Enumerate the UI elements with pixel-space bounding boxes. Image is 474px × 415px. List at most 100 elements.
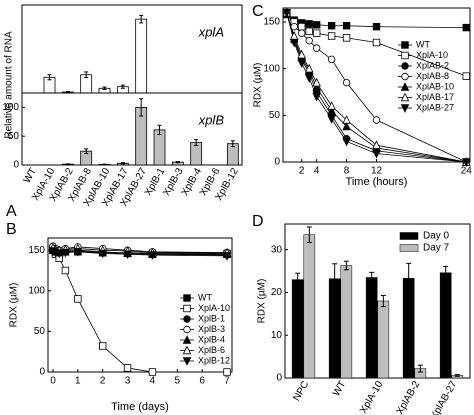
data-point — [312, 82, 321, 92]
y-tick-label: 0 — [13, 160, 19, 171]
data-point — [327, 22, 336, 30]
data-point — [312, 77, 321, 87]
bar — [377, 300, 390, 379]
data-point — [342, 121, 351, 131]
legend-label: XplB-12 — [198, 355, 230, 365]
legend-marker — [400, 82, 410, 91]
legend-label: XplB-3 — [198, 324, 225, 334]
x-tick-label: 0 — [50, 376, 56, 387]
bar — [365, 277, 378, 379]
legend-swatch — [399, 244, 419, 252]
data-point — [342, 115, 351, 124]
data-point — [222, 252, 232, 261]
legend-marker — [183, 325, 191, 334]
legend-label: XplB-4 — [198, 334, 225, 344]
legend-label: XplAB-27 — [416, 102, 454, 112]
data-point — [461, 158, 471, 167]
data-point — [54, 249, 64, 259]
x-tick-label: 7 — [224, 376, 230, 387]
y-tick-label: 50 — [269, 110, 281, 121]
data-point — [342, 34, 351, 42]
y-tick-label: 150 — [263, 17, 280, 28]
bar — [135, 18, 148, 94]
plot-frame — [21, 92, 243, 166]
data-point — [372, 38, 381, 47]
y-tick-label: 0 — [276, 373, 282, 384]
x-tick-label: 4 — [150, 376, 156, 387]
data-point — [342, 22, 351, 30]
bar — [439, 272, 452, 379]
legend-label: WT — [198, 292, 212, 302]
legend-marker — [400, 104, 410, 113]
legend-label: WT — [416, 39, 430, 49]
y-tick-label: 0 — [39, 367, 45, 378]
legend-marker — [183, 315, 191, 323]
data-point — [312, 21, 321, 29]
data-point — [304, 63, 314, 73]
data-point — [298, 29, 306, 37]
legend-marker — [401, 41, 409, 49]
x-tick-label: XplAB-27 — [429, 379, 460, 415]
x-tick-label: 3 — [125, 376, 131, 387]
data-point — [297, 49, 306, 59]
y-tick-label: 30 — [271, 244, 283, 255]
data-point — [297, 22, 306, 31]
data-point — [327, 101, 336, 110]
y-axis-label: RDX (µM) — [9, 283, 20, 328]
legend-marker — [401, 51, 409, 60]
y-tick-label: 0 — [274, 157, 280, 168]
plot-frame — [47, 237, 233, 373]
legend-label: XplB-1 — [198, 313, 225, 323]
bar — [153, 129, 166, 166]
data-point — [73, 248, 83, 257]
data-point — [148, 368, 157, 376]
y-axis-label: RDX (µM) — [253, 63, 264, 108]
x-tick-label: 8 — [344, 166, 350, 177]
data-point — [290, 22, 298, 31]
y-tick-label: 10 — [271, 330, 283, 341]
x-axis-label: Time (days) — [111, 401, 169, 413]
data-point — [327, 115, 336, 124]
data-point — [123, 250, 132, 260]
y-axis-label: RDX (µM) — [257, 279, 268, 324]
x-tick-label: 4 — [314, 166, 320, 177]
bar — [291, 279, 304, 379]
legend-label: XplA-10 — [416, 50, 448, 60]
data-point — [297, 59, 306, 68]
bar — [340, 265, 353, 379]
data-point — [223, 368, 231, 376]
x-tick-label: WT — [331, 379, 348, 398]
data-point — [148, 251, 157, 260]
legend-marker — [401, 72, 409, 81]
x-tick-label: 6 — [199, 376, 205, 387]
data-point — [342, 137, 351, 147]
panel-gene-label: xplA — [198, 24, 224, 39]
x-tick-label: 5 — [175, 376, 181, 387]
legend-marker — [183, 304, 191, 313]
legend-label: XplAB-17 — [416, 92, 454, 102]
legend-label: XplA-10 — [198, 303, 230, 313]
legend-marker — [182, 335, 192, 344]
legend-label: XplAB-2 — [416, 60, 449, 70]
legend-label: Day 0 — [423, 231, 450, 242]
panel-letter: B — [6, 221, 17, 238]
data-point — [327, 32, 336, 40]
x-tick-label: NPC — [291, 379, 311, 403]
data-point — [327, 105, 336, 115]
plot-frame — [284, 223, 471, 379]
data-point — [305, 20, 313, 28]
data-point — [123, 364, 132, 372]
data-point — [372, 22, 381, 31]
panel-gene-label: xplB — [198, 112, 225, 127]
legend-marker — [182, 345, 192, 355]
legend-label: XplAB-8 — [416, 71, 449, 81]
y-tick-label: 100 — [2, 102, 19, 113]
x-tick-label: 2 — [299, 166, 305, 177]
data-point — [312, 44, 321, 52]
data-point — [282, 8, 292, 18]
y-axis-label: Relative amount of RNA — [4, 31, 15, 139]
panel-letter: A — [6, 203, 17, 220]
y-tick-label: 20 — [271, 287, 283, 298]
legend-marker — [183, 294, 191, 302]
